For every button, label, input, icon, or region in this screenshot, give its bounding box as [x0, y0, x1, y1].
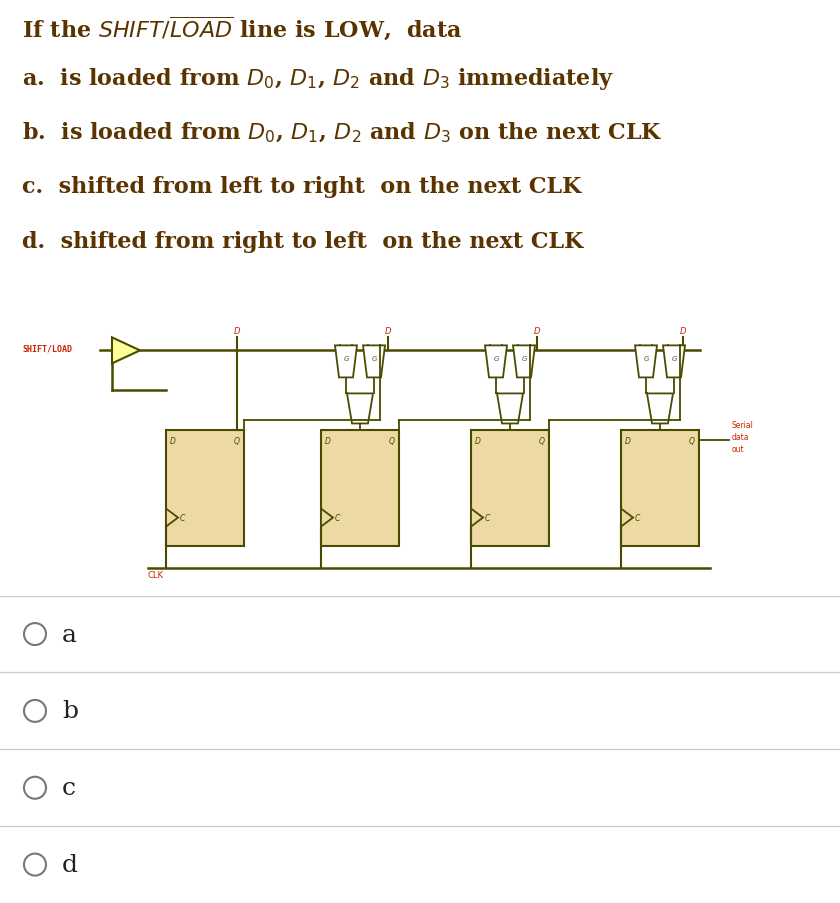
Text: Q: Q [539, 437, 545, 446]
Text: d: d [62, 853, 78, 876]
Polygon shape [635, 346, 657, 378]
Text: C: C [335, 514, 340, 523]
Text: D: D [475, 437, 480, 446]
Bar [471, 431, 549, 546]
Text: G: G [522, 356, 527, 362]
Polygon shape [321, 509, 333, 527]
Text: D: D [325, 437, 331, 446]
Polygon shape [363, 346, 385, 378]
Text: Q: Q [689, 437, 695, 446]
Text: b.  is loaded from $\mathit{D_0}$, $\mathit{D_1}$, $\mathit{D_2}$ and $\mathit{D: b. is loaded from $\mathit{D_0}$, $\math… [22, 121, 663, 145]
Text: C: C [180, 514, 186, 523]
Text: D: D [385, 327, 391, 336]
Text: Q: Q [389, 437, 395, 446]
Polygon shape [471, 509, 483, 527]
Polygon shape [347, 394, 373, 424]
Polygon shape [647, 394, 673, 424]
Text: SHIFT/LOAD: SHIFT/LOAD [22, 344, 72, 353]
Polygon shape [166, 509, 178, 527]
Text: Q: Q [234, 437, 240, 446]
Polygon shape [621, 509, 633, 527]
Text: D: D [625, 437, 631, 446]
Bar [621, 431, 699, 546]
Text: c: c [62, 777, 76, 799]
Text: G: G [671, 356, 677, 362]
Text: a.  is loaded from $\mathit{D_0}$, $\mathit{D_1}$, $\mathit{D_2}$ and $\mathit{D: a. is loaded from $\mathit{D_0}$, $\math… [22, 66, 614, 92]
Polygon shape [663, 346, 685, 378]
Text: D: D [234, 327, 240, 336]
Text: CLK: CLK [148, 570, 164, 579]
Text: b: b [62, 700, 78, 722]
Text: d.  shifted from right to left  on the next CLK: d. shifted from right to left on the nex… [22, 231, 583, 253]
Text: C: C [485, 514, 491, 523]
Text: G: G [493, 356, 499, 362]
Text: c.  shifted from left to right  on the next CLK: c. shifted from left to right on the nex… [22, 176, 581, 198]
Bar [166, 431, 244, 546]
Text: G: G [371, 356, 376, 362]
Text: D: D [170, 437, 176, 446]
Text: D: D [533, 327, 540, 336]
Polygon shape [485, 346, 507, 378]
Text: If the $\mathit{SHIFT/\overline{LOAD}}$ line is LOW,  data: If the $\mathit{SHIFT/\overline{LOAD}}$ … [22, 14, 463, 42]
Text: G: G [344, 356, 349, 362]
Text: Serial
data
out: Serial data out [732, 421, 753, 453]
Polygon shape [112, 338, 140, 364]
Polygon shape [497, 394, 523, 424]
Polygon shape [513, 346, 535, 378]
Text: D: D [680, 327, 686, 336]
Text: C: C [635, 514, 640, 523]
Text: a: a [62, 623, 77, 646]
Polygon shape [335, 346, 357, 378]
Text: G: G [643, 356, 648, 362]
Bar [321, 431, 399, 546]
